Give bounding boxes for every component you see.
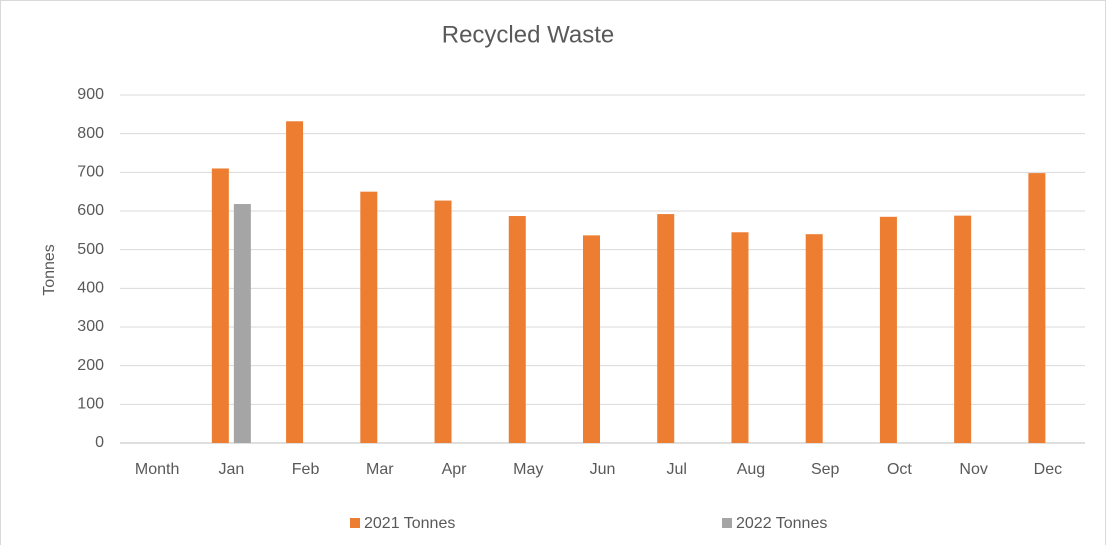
x-tick-label: Mar	[366, 461, 394, 478]
bar	[583, 235, 600, 443]
x-tick-label: Sep	[811, 461, 840, 478]
x-tick-label: Apr	[442, 461, 468, 478]
bar	[233, 204, 251, 443]
bar	[1028, 173, 1046, 443]
bar	[805, 234, 823, 443]
x-tick-label: May	[513, 461, 543, 478]
y-tick-label: 400	[77, 280, 104, 297]
y-tick-label: 500	[77, 241, 104, 258]
x-tick-label: Feb	[292, 461, 320, 478]
bar	[879, 216, 897, 443]
legend-swatch	[722, 518, 732, 528]
y-tick-label: 900	[77, 86, 104, 103]
x-tick-label: Oct	[887, 461, 912, 478]
x-tick-label: Dec	[1034, 461, 1062, 478]
x-tick-label: Month	[135, 461, 179, 478]
x-tick-label: Jun	[590, 461, 616, 478]
x-tick-label: Nov	[959, 461, 987, 478]
y-tick-label: 600	[77, 202, 104, 219]
bar	[211, 168, 229, 443]
bar	[657, 214, 675, 443]
y-tick-label: 800	[77, 125, 104, 142]
y-tick-label: 0	[95, 434, 104, 451]
y-tick-label: 700	[77, 164, 104, 181]
x-tick-label: Jan	[218, 461, 244, 478]
y-tick-label: 100	[77, 396, 104, 413]
bar	[434, 200, 452, 443]
y-tick-label: 300	[77, 318, 104, 335]
legend-label: 2022 Tonnes	[736, 515, 827, 532]
chart-title: Recycled Waste	[442, 21, 615, 48]
bar	[954, 215, 972, 443]
bar	[508, 216, 526, 443]
legend-label: 2021 Tonnes	[364, 515, 455, 532]
bar	[731, 232, 749, 443]
x-tick-label: Aug	[737, 461, 765, 478]
bar	[360, 191, 378, 443]
bar	[286, 121, 304, 443]
y-tick-label: 200	[77, 357, 104, 374]
x-tick-label: Jul	[667, 461, 687, 478]
legend-swatch	[350, 518, 360, 528]
y-axis-title: Tonnes	[41, 244, 58, 296]
